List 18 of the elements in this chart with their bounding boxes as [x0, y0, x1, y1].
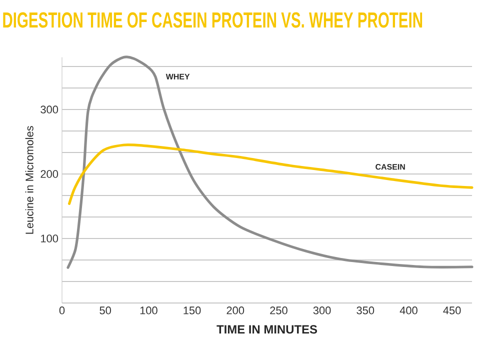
x-axis-title: TIME IN MINUTES — [216, 325, 318, 334]
x-tick-label: 300 — [313, 306, 331, 314]
x-tick-label: 50 — [100, 306, 111, 314]
x-tick-label: 200 — [226, 306, 244, 314]
x-tick-label: 100 — [140, 306, 158, 314]
chart-title: DIGESTION TIME OF CASEIN PROTEIN VS. WHEY PROTEIN — [3, 12, 422, 28]
y-tick-label: 100 — [41, 234, 58, 242]
x-tick-label: 250 — [270, 306, 288, 314]
x-tick-label: 0 — [59, 306, 65, 314]
x-tick-label: 350 — [356, 306, 374, 314]
line-series — [66, 56, 474, 269]
x-tick-label: 150 — [184, 306, 201, 314]
y-tick-label: 300 — [40, 106, 58, 114]
line-series — [68, 143, 474, 205]
x-tick-label: 450 — [443, 306, 461, 314]
y-axis-title: Leucine in Micromoles — [25, 126, 34, 234]
y-tick-label: 200 — [40, 170, 58, 178]
x-tick-label: 400 — [400, 306, 418, 314]
